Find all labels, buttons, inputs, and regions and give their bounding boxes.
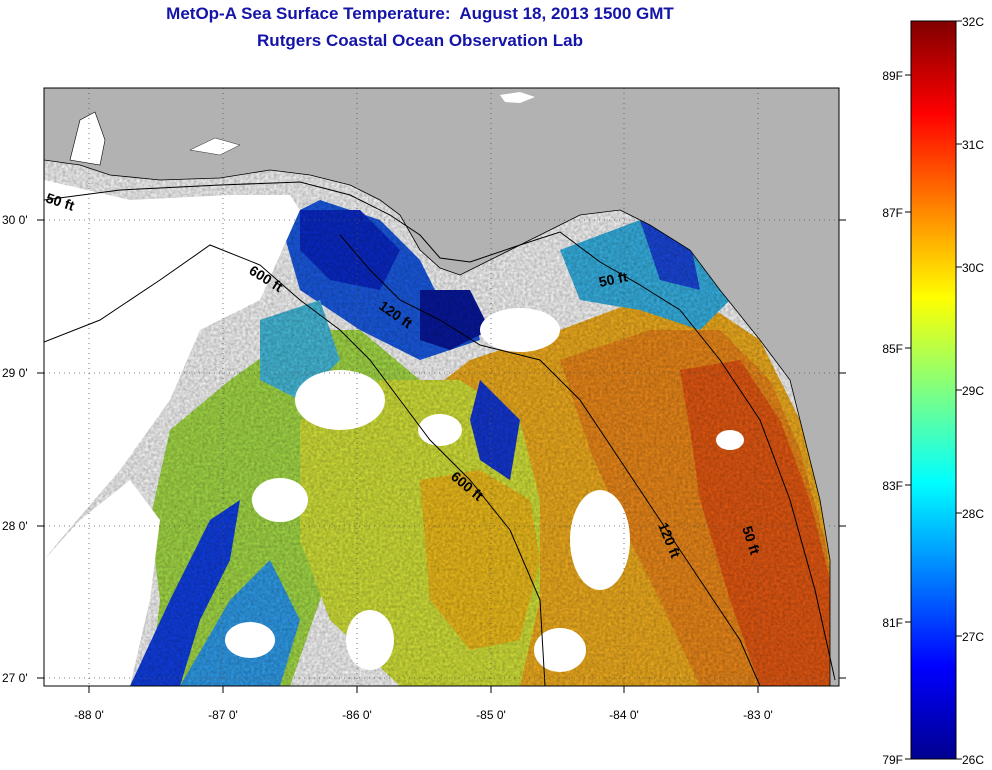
cloud-area bbox=[44, 180, 300, 560]
colorbar-c-label: 32C bbox=[962, 15, 984, 29]
lon-tick-label: -83 0' bbox=[743, 708, 773, 722]
lon-tick-label: -85 0' bbox=[476, 708, 506, 722]
colorbar-c-label: 31C bbox=[962, 138, 984, 152]
lat-tick-label: 28 0' bbox=[2, 519, 28, 533]
colorbar-c-label: 26C bbox=[962, 753, 984, 767]
colorbar-c-label: 29C bbox=[962, 384, 984, 398]
land bbox=[44, 88, 839, 686]
colorbar-c-label: 28C bbox=[962, 507, 984, 521]
colorbar-f-label: 79F bbox=[882, 753, 903, 767]
colorbar-f-label: 83F bbox=[882, 479, 903, 493]
colorbar-f-label: 81F bbox=[882, 616, 903, 630]
lat-tick-label: 29 0' bbox=[2, 366, 28, 380]
map-title: MetOp-A Sea Surface Temperature: August … bbox=[166, 4, 674, 23]
lon-tick-label: -87 0' bbox=[208, 708, 238, 722]
colorbar-f-label: 87F bbox=[882, 206, 903, 220]
map-subtitle: Rutgers Coastal Ocean Observation Lab bbox=[257, 31, 583, 50]
lon-tick-label: -84 0' bbox=[609, 708, 639, 722]
lon-tick-label: -86 0' bbox=[342, 708, 372, 722]
colorbar-f-label: 85F bbox=[882, 342, 903, 356]
lat-tick-label: 27 0' bbox=[2, 671, 28, 685]
colorbar: 32C 31C 30C 29C 28C 27C 26C 89F 87F 85F … bbox=[882, 15, 984, 767]
lat-tick-label: 30 0' bbox=[2, 213, 28, 227]
contour-label-50ft-bigbend: 50 ft bbox=[597, 268, 629, 290]
colorbar-gradient bbox=[910, 20, 957, 760]
lon-tick-label: -88 0' bbox=[74, 708, 104, 722]
colorbar-c-label: 27C bbox=[962, 630, 984, 644]
bathymetry-contours bbox=[44, 181, 836, 686]
colorbar-f-label: 89F bbox=[882, 69, 903, 83]
colorbar-c-label: 30C bbox=[962, 261, 984, 275]
